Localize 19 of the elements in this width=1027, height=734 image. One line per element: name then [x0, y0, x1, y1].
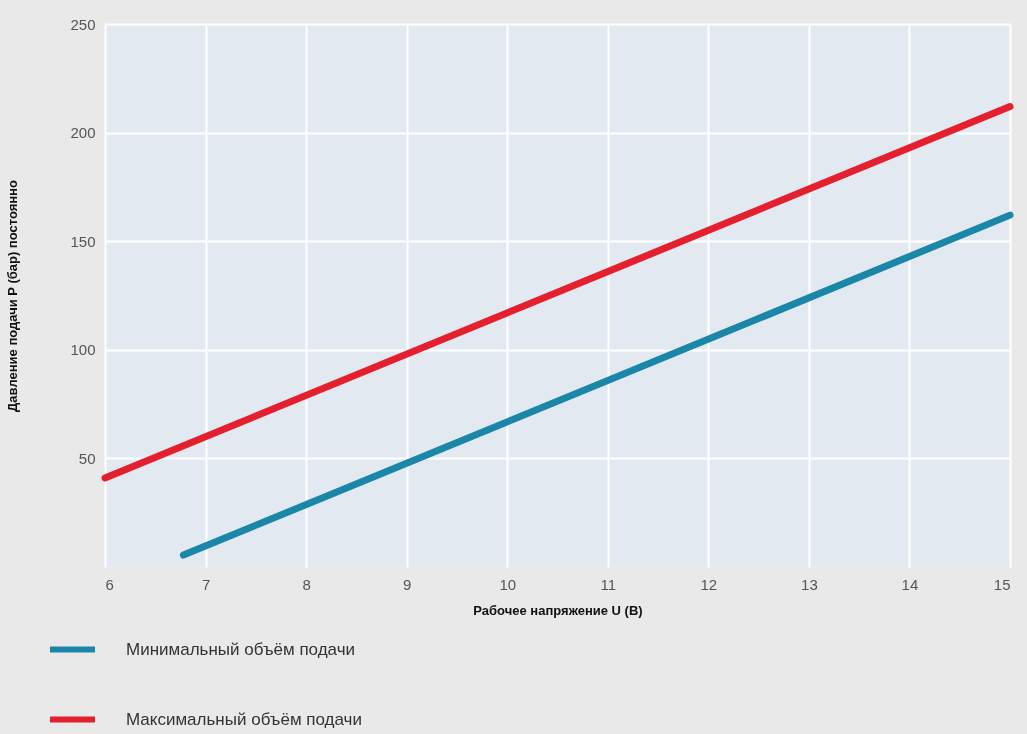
x-tick-label: 13 [801, 575, 818, 593]
x-tick-label: 6 [105, 575, 114, 593]
x-tick-label: 7 [201, 575, 211, 593]
legend-label: Минимальный объём подачи [126, 639, 356, 659]
x-tick-label: 10 [499, 575, 517, 593]
y-tick-label: 100 [70, 341, 96, 359]
y-tick-label: 150 [70, 232, 96, 250]
x-tick-label: 9 [402, 575, 412, 593]
y-tick-label: 200 [70, 124, 96, 142]
x-tick-label: 12 [700, 575, 718, 593]
y-tick-label: 50 [78, 449, 96, 467]
y-axis-title: Давление подачи P (бар) постоянно [5, 180, 21, 412]
x-tick-label: 15 [993, 575, 1011, 593]
x-tick-label: 8 [302, 575, 311, 593]
x-tick-label: 14 [901, 575, 919, 593]
y-tick-label: 250 [70, 15, 96, 33]
legend-label: Максимальный объём подачи [126, 709, 362, 729]
x-axis-title: Рабочее напряжение U (В) [473, 602, 643, 618]
x-tick-label: 11 [600, 575, 617, 593]
